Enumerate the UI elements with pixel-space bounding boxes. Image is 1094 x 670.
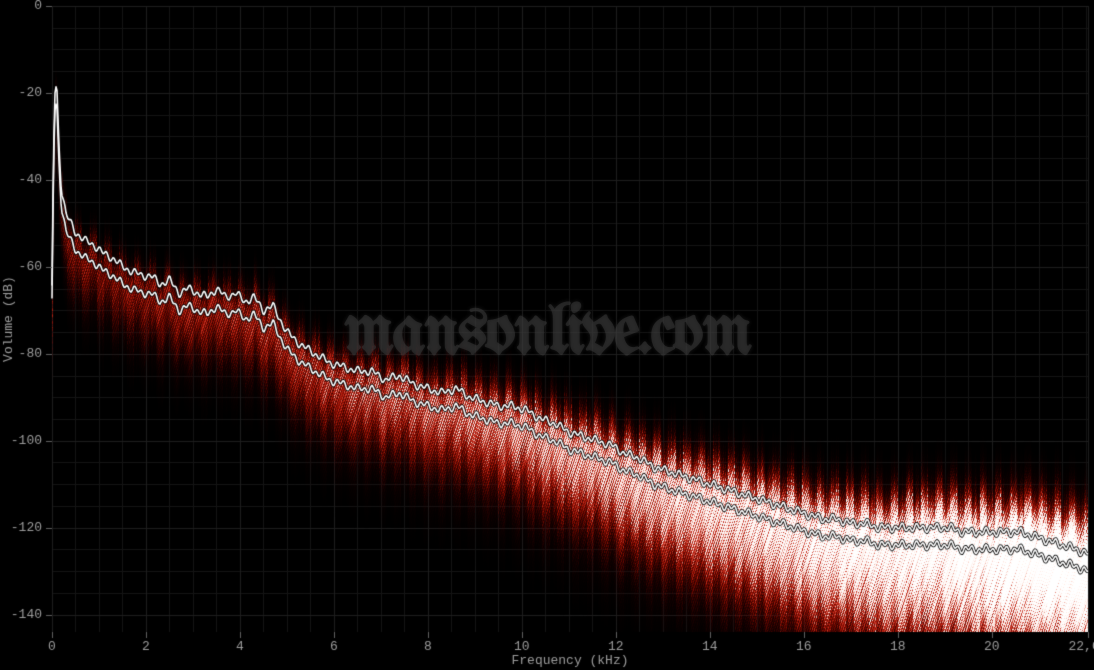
spectrum-chart: mansonlive.com	[0, 0, 1094, 670]
chart-foreground-layer	[0, 0, 1094, 670]
